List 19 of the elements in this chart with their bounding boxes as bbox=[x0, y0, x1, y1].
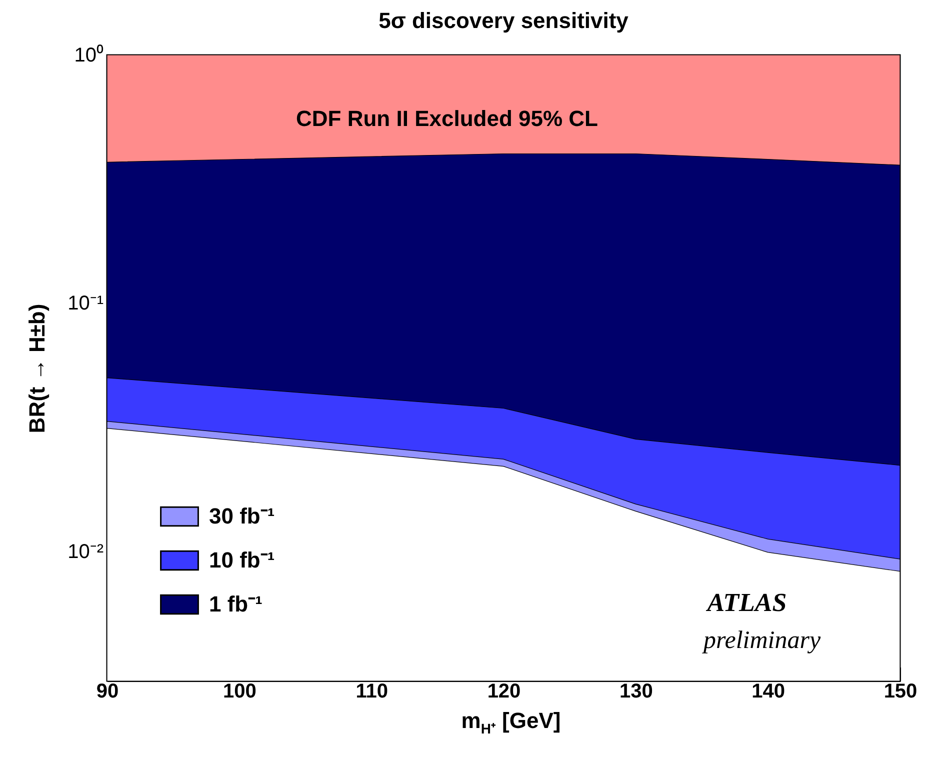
y-tick-label: 10⁰ bbox=[74, 44, 104, 66]
x-tick-label: 130 bbox=[619, 680, 653, 702]
x-tick-label: 110 bbox=[356, 680, 388, 702]
legend-label: 30 fb⁻¹ bbox=[209, 504, 275, 528]
legend-label: 1 fb⁻¹ bbox=[209, 592, 262, 616]
x-tick-label: 90 bbox=[96, 680, 119, 702]
y-axis-title: BR(t → H±b) bbox=[24, 304, 50, 434]
x-tick-label: 100 bbox=[222, 680, 256, 702]
x-tick-label: 150 bbox=[884, 680, 918, 702]
annotation: CDF Run II Excluded 95% CL bbox=[296, 106, 598, 131]
annotation: preliminary bbox=[701, 627, 822, 654]
legend-label: 10 fb⁻¹ bbox=[209, 548, 275, 572]
y-tick-label: 10⁻¹ bbox=[68, 292, 104, 315]
x-tick-label: 140 bbox=[752, 680, 786, 702]
chart-title: 5σ discovery sensitivity bbox=[378, 8, 630, 33]
y-tick-label: 10⁻² bbox=[68, 540, 104, 563]
annotation: ATLAS bbox=[705, 588, 787, 617]
x-axis-title: m$_{H⁺}$ [GeV] bbox=[460, 708, 562, 738]
x-tick-label: 120 bbox=[487, 680, 521, 702]
